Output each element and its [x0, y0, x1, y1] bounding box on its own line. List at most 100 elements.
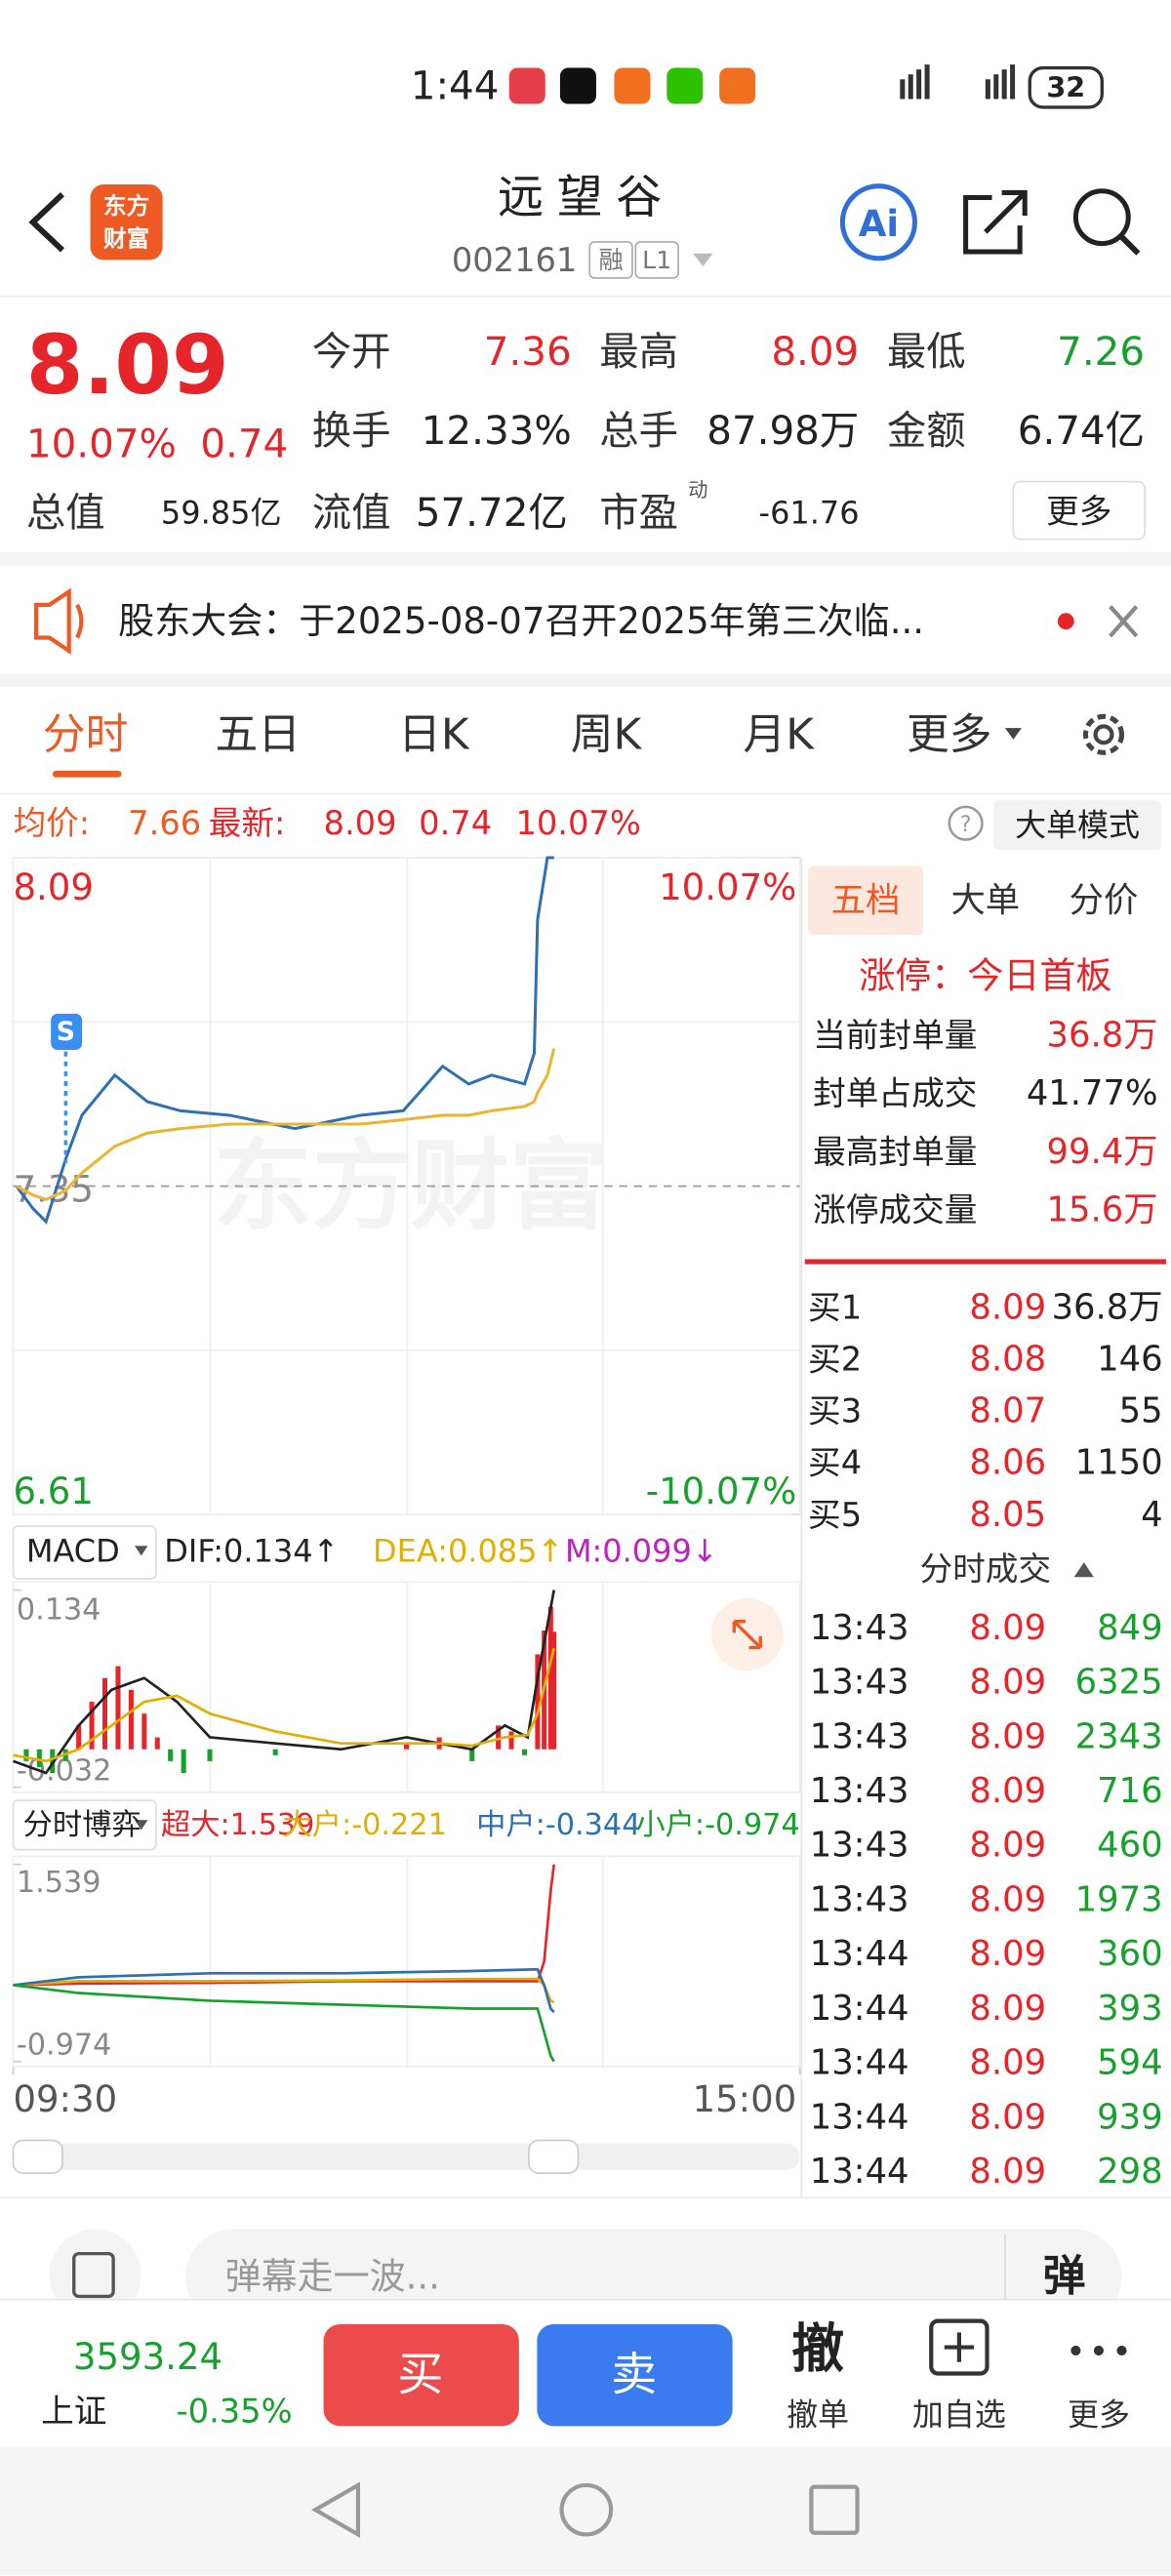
- battery: [1028, 65, 1104, 109]
- dropdown-arrow: [1005, 728, 1022, 740]
- y-tick-label: -0.974: [17, 2028, 112, 2062]
- field-value: -61.76: [759, 495, 860, 532]
- legend-item: M:0.099↓: [565, 1532, 718, 1569]
- comment-toggle[interactable]: [49, 2229, 141, 2321]
- trades-title: 分时成交: [919, 1550, 1051, 1588]
- settings-button[interactable]: [1082, 713, 1125, 755]
- more-button[interactable]: [1012, 480, 1146, 541]
- field-value: 6.74亿: [1018, 408, 1145, 454]
- histogram-bar: [181, 1749, 186, 1774]
- stat-value: 41.77%: [1027, 1073, 1158, 1113]
- trade-volume: 298: [1097, 2152, 1162, 2192]
- back-button[interactable]: [28, 191, 64, 253]
- danmaku-button[interactable]: 弹: [1043, 2252, 1086, 2302]
- trade-time: 13:44: [810, 2152, 909, 2192]
- dropdown-arrow: [693, 253, 713, 267]
- trade-price: 8.09: [969, 1608, 1046, 1648]
- settings-icon: [1093, 724, 1114, 745]
- bid-price: 8.06: [969, 1443, 1046, 1483]
- watch-icon[interactable]: [929, 2318, 989, 2376]
- range-handle[interactable]: [528, 2139, 580, 2174]
- info-item: 8.09: [324, 804, 397, 842]
- field-superscript: 动: [688, 478, 707, 502]
- bid-volume: 4: [1141, 1495, 1162, 1535]
- x-tick-label: 15:00: [693, 2078, 797, 2120]
- stock-name: 远望谷: [498, 171, 675, 224]
- histogram-bar: [89, 1702, 95, 1750]
- histogram-bar: [521, 1749, 527, 1755]
- logo-text: 东方: [103, 192, 149, 220]
- field-label: 市盈: [599, 490, 678, 536]
- nav-recent[interactable]: [809, 2484, 860, 2535]
- speaker-icon: [33, 587, 71, 655]
- field-label: 最高: [599, 329, 678, 375]
- histogram-bar: [496, 1725, 502, 1750]
- more-icon[interactable]: [1070, 2345, 1081, 2355]
- bid-volume: 36.8万: [1052, 1288, 1163, 1328]
- nav-back[interactable]: [310, 2481, 361, 2539]
- unread-dot: [1057, 613, 1074, 630]
- trade-volume: 849: [1097, 1608, 1162, 1648]
- field-label: 总手: [599, 408, 678, 454]
- legend-item: DEA:0.085↑: [373, 1532, 563, 1569]
- mode-button-label[interactable]: 大单模式: [1015, 806, 1140, 843]
- nav-bar: [0, 2447, 1171, 2576]
- comment-placeholder[interactable]: 弹幕走一波...: [225, 2256, 440, 2298]
- tab[interactable]: 更多: [907, 709, 992, 759]
- buy-button[interactable]: [323, 2323, 519, 2427]
- info-item: 最新:: [209, 804, 286, 842]
- tab[interactable]: 月K: [744, 709, 816, 759]
- more-label[interactable]: 更多: [1068, 2396, 1130, 2434]
- bid-price: 8.07: [969, 1391, 1046, 1431]
- sell-label[interactable]: 卖: [611, 2349, 657, 2402]
- panel-tab[interactable]: 分价: [1070, 880, 1139, 920]
- bid-price: 8.08: [969, 1340, 1046, 1380]
- marker-label: S: [57, 1017, 75, 1047]
- index-name: 上证: [41, 2393, 106, 2431]
- info-item: 均价:: [13, 804, 90, 842]
- ai-button[interactable]: [839, 183, 917, 262]
- indicator-name[interactable]: MACD: [26, 1532, 120, 1569]
- indicator-selector[interactable]: [12, 1799, 157, 1851]
- field-value: 7.26: [1057, 329, 1145, 375]
- sell-button[interactable]: [537, 2323, 733, 2427]
- indicator-selector[interactable]: [12, 1525, 157, 1580]
- info-item: 10.07%: [515, 804, 640, 842]
- bid-label: 买1: [808, 1289, 862, 1327]
- tab[interactable]: 分时: [43, 709, 129, 759]
- bid-label: 买2: [808, 1341, 862, 1379]
- tab[interactable]: 日K: [398, 709, 470, 759]
- mode-button[interactable]: [993, 800, 1161, 850]
- histogram-bar: [23, 1749, 29, 1761]
- histogram-bar: [115, 1666, 121, 1750]
- panel-tab[interactable]: 五档: [831, 880, 901, 920]
- badge: [634, 241, 679, 279]
- stat-value: 15.6万: [1047, 1190, 1158, 1230]
- search-button[interactable]: [1072, 188, 1131, 247]
- notice-text[interactable]: 股东大会：于2025-08-07召开2025年第三次临...: [118, 600, 924, 642]
- histogram-bar: [508, 1731, 514, 1750]
- logo[interactable]: [90, 184, 163, 261]
- trade-price: 8.09: [969, 1826, 1046, 1866]
- tab[interactable]: 周K: [571, 709, 643, 759]
- field-value: 8.09: [771, 329, 859, 375]
- series-line: [13, 1647, 555, 1763]
- active-tab[interactable]: [808, 865, 923, 936]
- watch-label[interactable]: 加自选: [912, 2396, 1006, 2434]
- panel-tab[interactable]: 大单: [950, 880, 1020, 920]
- cancel-label[interactable]: 撤单: [787, 2396, 849, 2434]
- range-handle[interactable]: [12, 2139, 63, 2174]
- more-button-label[interactable]: 更多: [1046, 492, 1111, 530]
- help-icon[interactable]: [948, 805, 984, 841]
- tab[interactable]: 五日: [215, 709, 301, 759]
- indicator-name[interactable]: 分时博弈: [23, 1808, 141, 1842]
- close-button[interactable]: [1109, 605, 1139, 638]
- stock-code: 002161: [452, 241, 577, 279]
- bid-price: 8.09: [969, 1288, 1046, 1328]
- nav-home[interactable]: [559, 2482, 614, 2537]
- share-button[interactable]: [963, 189, 1028, 255]
- speaker-icon: [75, 603, 84, 639]
- buy-label[interactable]: 买: [397, 2349, 443, 2402]
- cancel-icon[interactable]: 撤: [791, 2318, 844, 2380]
